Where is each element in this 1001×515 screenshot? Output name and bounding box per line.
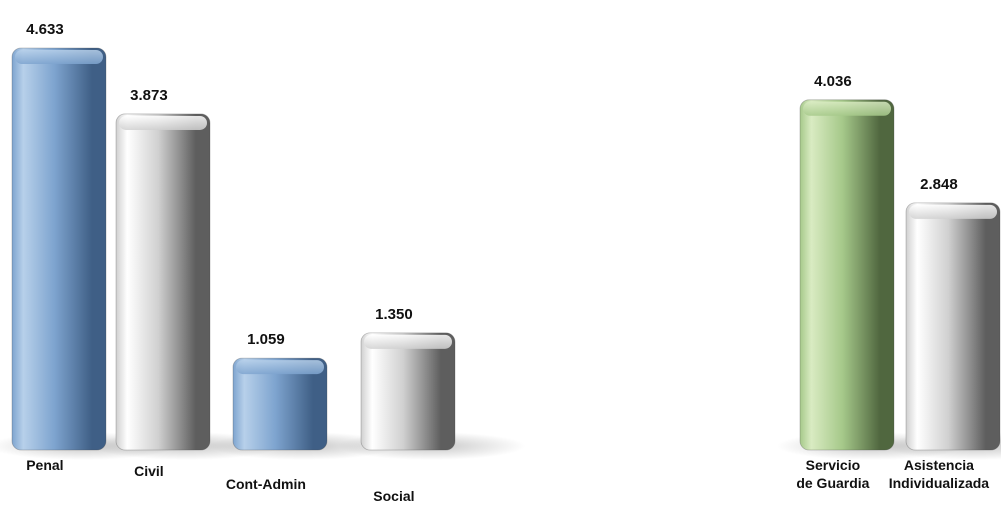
bar-top-highlight (119, 116, 207, 130)
bar-top-highlight (364, 335, 452, 349)
bars (12, 48, 1000, 450)
category-label: de Guardia (796, 475, 869, 491)
value-label: 4.036 (814, 73, 852, 90)
category-label: Cont-Admin (226, 476, 306, 492)
category-label: Asistencia (904, 457, 974, 473)
value-label: 3.873 (130, 87, 168, 104)
category-label: Penal (26, 457, 63, 473)
value-label: 1.059 (247, 331, 285, 348)
bar-servicio-de-guardia (800, 100, 894, 450)
category-label: Civil (134, 463, 164, 479)
category-label: Servicio (806, 457, 860, 473)
category-label: Social (373, 488, 414, 504)
bar-social (361, 333, 455, 450)
bar-civil (116, 114, 210, 450)
bar-penal (12, 48, 106, 450)
category-label: Individualizada (889, 475, 990, 491)
bar-top-highlight (15, 50, 103, 64)
value-label: 1.350 (375, 306, 413, 323)
value-label: 2.848 (920, 176, 958, 193)
bar-top-highlight (236, 360, 324, 374)
bar-top-highlight (909, 205, 997, 219)
bar-asistencia-individualizada (906, 203, 1000, 450)
bar-top-highlight (803, 102, 891, 116)
value-label: 4.633 (26, 21, 64, 38)
